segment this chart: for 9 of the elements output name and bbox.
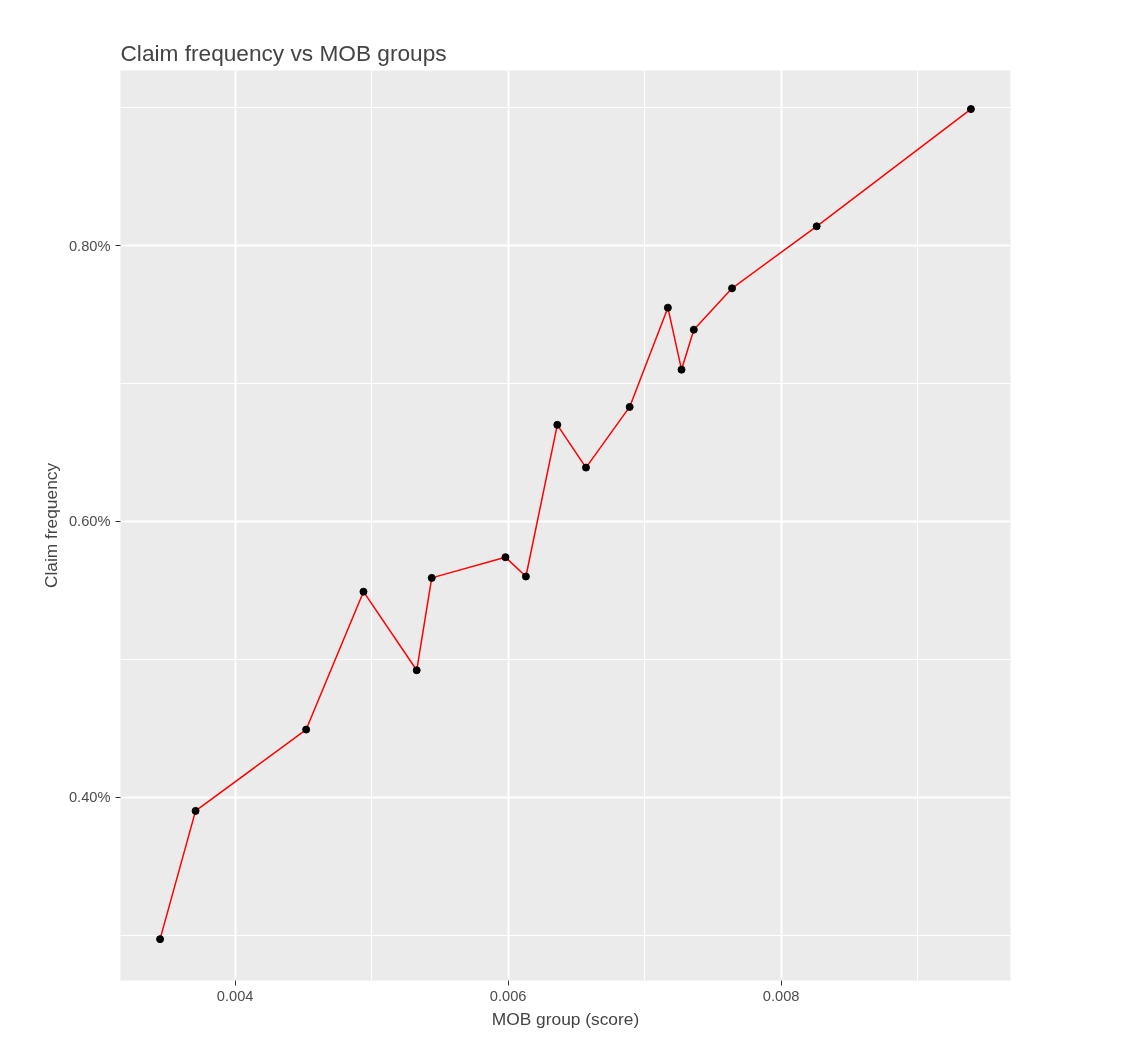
- x-axis-title: MOB group (score): [491, 1008, 640, 1029]
- x-tick-label: 0.004: [216, 987, 254, 1004]
- y-tick-label: 0.80%: [68, 237, 111, 254]
- y-tick-label: 0.60%: [68, 513, 111, 530]
- y-tick-label: 0.40%: [68, 789, 111, 806]
- x-tick-label: 0.008: [762, 987, 800, 1004]
- y-axis-title: Claim frequency: [40, 462, 61, 589]
- chart-title: Claim frequency vs MOB groups: [120, 39, 447, 66]
- x-tick-label: 0.006: [489, 987, 527, 1004]
